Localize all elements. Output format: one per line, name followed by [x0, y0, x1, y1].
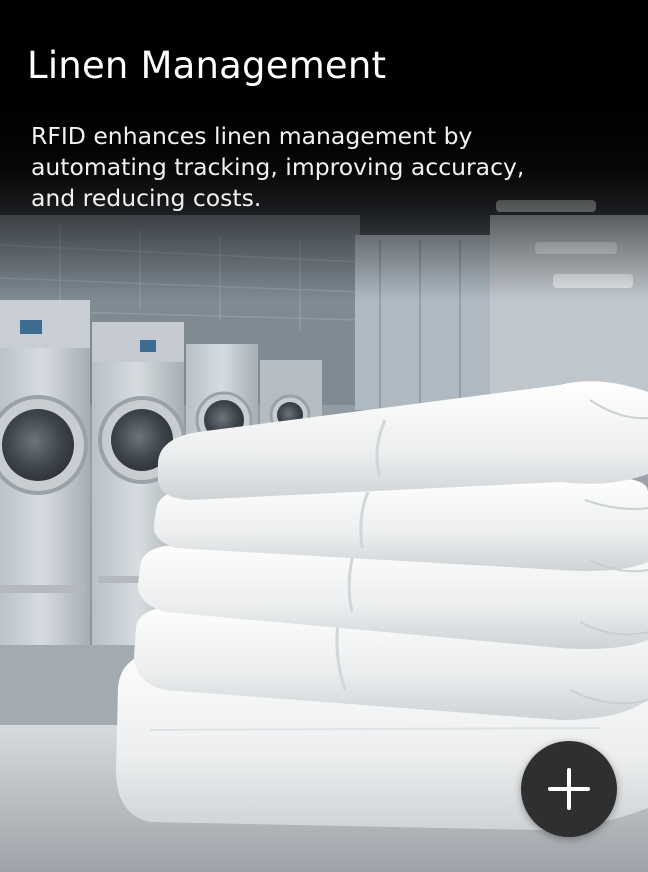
card-description: RFID enhances linen management by automa… [31, 122, 525, 212]
plus-icon [548, 768, 590, 810]
card-title: Linen Management [27, 44, 387, 87]
expand-button[interactable] [521, 741, 617, 837]
